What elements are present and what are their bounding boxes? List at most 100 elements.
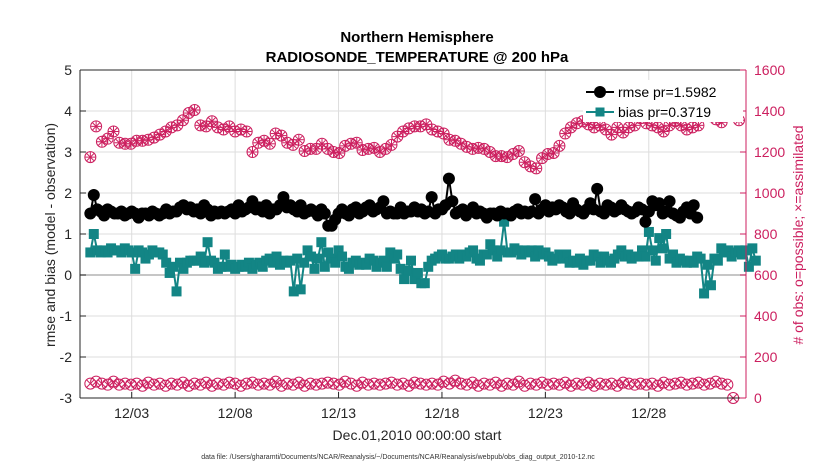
marker-stroke bbox=[260, 136, 268, 145]
marker-ring bbox=[547, 377, 560, 390]
marker-ring bbox=[350, 379, 363, 392]
marker-ring bbox=[148, 378, 161, 391]
marker-ring bbox=[101, 378, 114, 391]
legend-marker bbox=[594, 86, 606, 98]
marker-ring bbox=[275, 379, 288, 392]
marker-ring bbox=[344, 377, 357, 390]
marker-ring bbox=[252, 378, 265, 391]
rmse-point bbox=[277, 191, 290, 204]
marker-stroke bbox=[376, 148, 384, 156]
marker-ring bbox=[84, 151, 97, 164]
marker-ring bbox=[234, 379, 247, 392]
marker-ring bbox=[454, 377, 467, 390]
marker-stroke bbox=[468, 378, 477, 387]
bias-point bbox=[171, 286, 182, 297]
marker-stroke bbox=[103, 380, 113, 390]
marker-ring bbox=[611, 379, 624, 392]
marker-ring bbox=[669, 377, 682, 390]
bias-point bbox=[640, 251, 651, 262]
marker-ring bbox=[536, 376, 549, 389]
marker-ring bbox=[530, 378, 543, 391]
subtitle: RADIOSONDE_TEMPERATURE @ 200 hPa bbox=[266, 49, 569, 66]
marker-ring bbox=[547, 147, 560, 160]
obs-possible-marker bbox=[84, 151, 97, 164]
rmse-point bbox=[591, 182, 604, 195]
marker-stroke bbox=[653, 381, 663, 391]
obs-possible-marker bbox=[350, 136, 363, 149]
obs-assimilated-marker bbox=[582, 376, 595, 389]
bias-point bbox=[750, 255, 761, 266]
bias-point bbox=[702, 259, 713, 270]
marker-ring bbox=[646, 377, 659, 390]
marker-ring bbox=[680, 378, 693, 391]
rmse-point bbox=[377, 195, 390, 208]
rmse-point bbox=[442, 172, 455, 185]
legend-label: bias pr=0.3719 bbox=[618, 104, 711, 120]
marker-stroke bbox=[219, 125, 228, 134]
marker-ring bbox=[605, 128, 618, 141]
marker-stroke bbox=[109, 127, 118, 136]
obs-possible-marker bbox=[246, 146, 259, 158]
y-right-tick-label: 1200 bbox=[754, 144, 785, 160]
marker-ring bbox=[686, 377, 699, 390]
marker-stroke bbox=[248, 148, 257, 156]
marker-ring bbox=[188, 103, 201, 116]
marker-ring bbox=[466, 376, 479, 389]
legend: rmse pr=1.5982 bias pr=0.3719 bbox=[583, 80, 743, 122]
marker-ring bbox=[339, 375, 352, 388]
marker-stroke bbox=[399, 127, 407, 136]
obs-assimilated-marker bbox=[275, 379, 288, 392]
marker-ring bbox=[507, 378, 520, 391]
y-left-tick-label: 3 bbox=[64, 144, 72, 160]
obs-assimilated-marker bbox=[721, 378, 734, 391]
marker-ring bbox=[402, 379, 415, 392]
marker-stroke bbox=[462, 380, 472, 390]
marker-ring bbox=[373, 378, 386, 391]
marker-ring bbox=[107, 125, 120, 138]
bias-point bbox=[381, 261, 392, 272]
marker-ring bbox=[698, 378, 711, 391]
marker-ring bbox=[327, 377, 340, 390]
chart-title: Northern Hemisphere RADIOSONDE_TEMPERATU… bbox=[266, 29, 569, 66]
marker-stroke bbox=[161, 127, 170, 136]
obs-possible-series bbox=[84, 103, 745, 175]
obs-possible-marker bbox=[553, 139, 566, 152]
marker-stroke bbox=[127, 139, 135, 148]
obs-assimilated-marker bbox=[402, 379, 415, 392]
marker-stroke bbox=[514, 377, 524, 386]
marker-ring bbox=[101, 132, 114, 145]
marker-stroke bbox=[485, 380, 495, 390]
x-axis-label: Dec.01,2010 00:00:00 start bbox=[333, 427, 502, 443]
marker-stroke bbox=[370, 144, 378, 152]
marker-stroke bbox=[208, 117, 216, 126]
marker-ring bbox=[333, 147, 346, 160]
marker-stroke bbox=[612, 381, 622, 391]
marker-ring bbox=[240, 125, 253, 138]
marker-stroke bbox=[277, 131, 286, 140]
marker-ring bbox=[582, 376, 595, 389]
marker-stroke bbox=[155, 130, 164, 139]
marker-ring bbox=[379, 377, 392, 390]
marker-ring bbox=[188, 377, 201, 390]
bias-point bbox=[419, 278, 430, 289]
marker-stroke bbox=[520, 381, 530, 391]
bias-point bbox=[157, 249, 168, 260]
y-right-tick-label: 200 bbox=[754, 349, 778, 365]
x-tick-label: 12/23 bbox=[528, 405, 563, 421]
obs-possible-marker bbox=[605, 128, 618, 141]
marker-ring bbox=[588, 379, 601, 392]
bias-point bbox=[661, 229, 672, 239]
obs-possible-marker bbox=[437, 127, 450, 140]
marker-stroke bbox=[161, 381, 170, 391]
marker-stroke bbox=[613, 123, 622, 132]
marker-stroke bbox=[422, 120, 431, 129]
marker-stroke bbox=[225, 122, 234, 131]
marker-stroke bbox=[85, 379, 95, 389]
marker-stroke bbox=[439, 129, 448, 138]
bias-point bbox=[712, 255, 723, 266]
obs-possible-marker bbox=[90, 120, 103, 133]
x-axis: 12/03 12/08 12/13 12/18 12/23 12/28 bbox=[114, 392, 667, 421]
marker-ring bbox=[570, 377, 583, 390]
marker-ring bbox=[368, 377, 381, 390]
